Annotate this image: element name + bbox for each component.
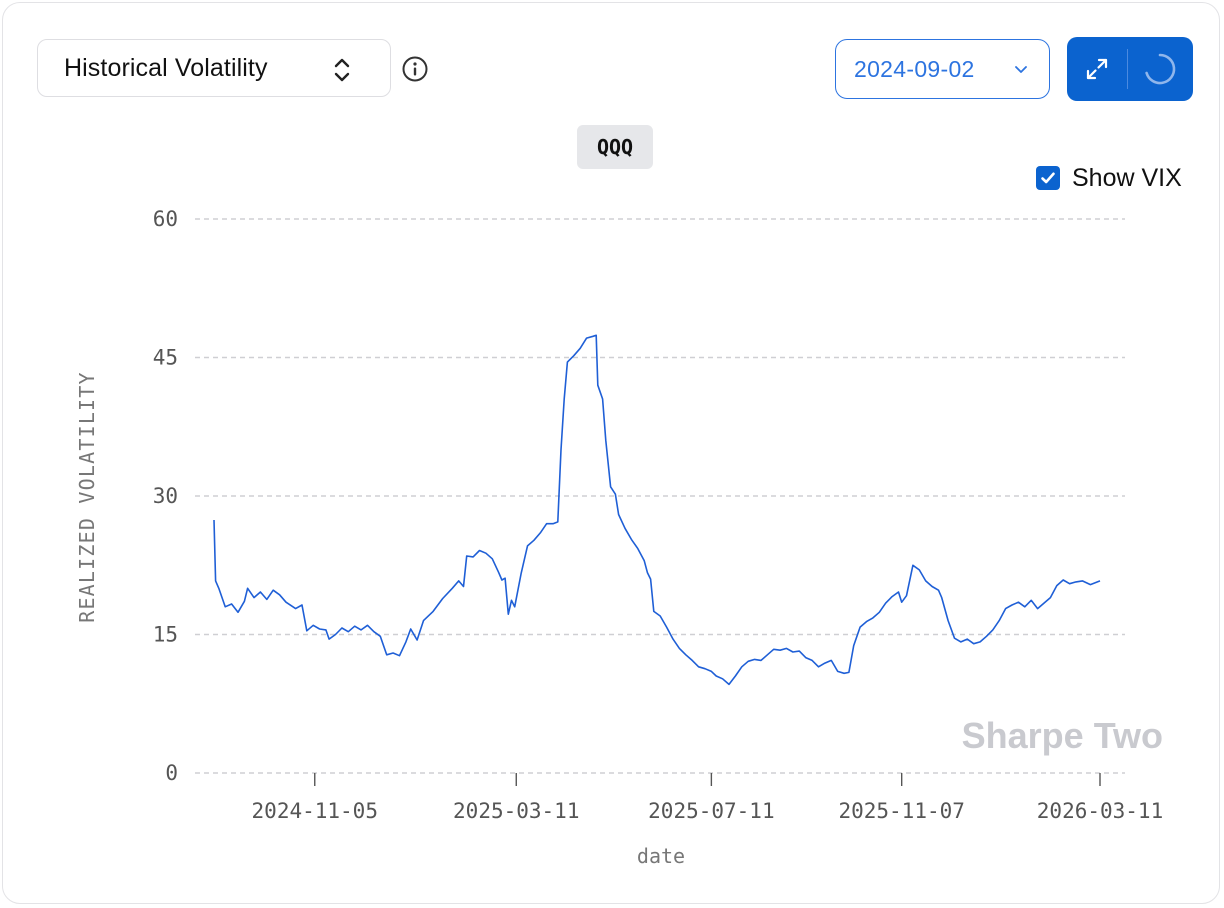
x-axis-label: date <box>637 844 685 868</box>
watermark: Sharpe Two <box>962 715 1163 756</box>
info-icon[interactable] <box>401 55 429 83</box>
loading-indicator <box>1128 37 1192 101</box>
chevron-down-icon <box>1015 66 1027 73</box>
expand-icon <box>1086 58 1108 80</box>
show-vix-label: Show VIX <box>1072 163 1182 192</box>
y-tick-label: 60 <box>153 207 178 231</box>
show-vix-toggle[interactable]: Show VIX <box>1036 163 1182 193</box>
show-vix-checkbox[interactable] <box>1036 166 1060 190</box>
ticker-chip: QQQ <box>577 125 653 169</box>
y-tick-label: 0 <box>165 761 178 785</box>
y-tick-label: 45 <box>153 346 178 370</box>
y-tick-label: 15 <box>153 623 178 647</box>
x-tick-label: 2025-11-07 <box>838 799 964 823</box>
check-icon <box>1041 172 1055 184</box>
date-select-value: 2024-09-02 <box>854 55 975 82</box>
expand-button[interactable] <box>1067 37 1127 101</box>
x-tick-label: 2025-03-11 <box>453 799 579 823</box>
chart-action-group <box>1067 37 1193 101</box>
volatility-series-line <box>213 334 1101 686</box>
x-tick-label: 2025-07-11 <box>648 799 774 823</box>
y-tick-label: 30 <box>153 484 178 508</box>
metric-select[interactable]: Historical Volatility <box>37 39 391 97</box>
button-divider <box>1127 49 1128 89</box>
x-tick-label: 2024-11-05 <box>252 799 378 823</box>
updown-chevron-icon <box>334 58 350 82</box>
loading-spinner-icon <box>1145 53 1176 85</box>
y-axis-label: REALIZED VOLATILITY <box>75 371 99 623</box>
date-select[interactable]: 2024-09-02 <box>835 39 1050 99</box>
metric-select-label: Historical Volatility <box>64 53 268 82</box>
x-tick-label: 2026-03-11 <box>1037 799 1163 823</box>
